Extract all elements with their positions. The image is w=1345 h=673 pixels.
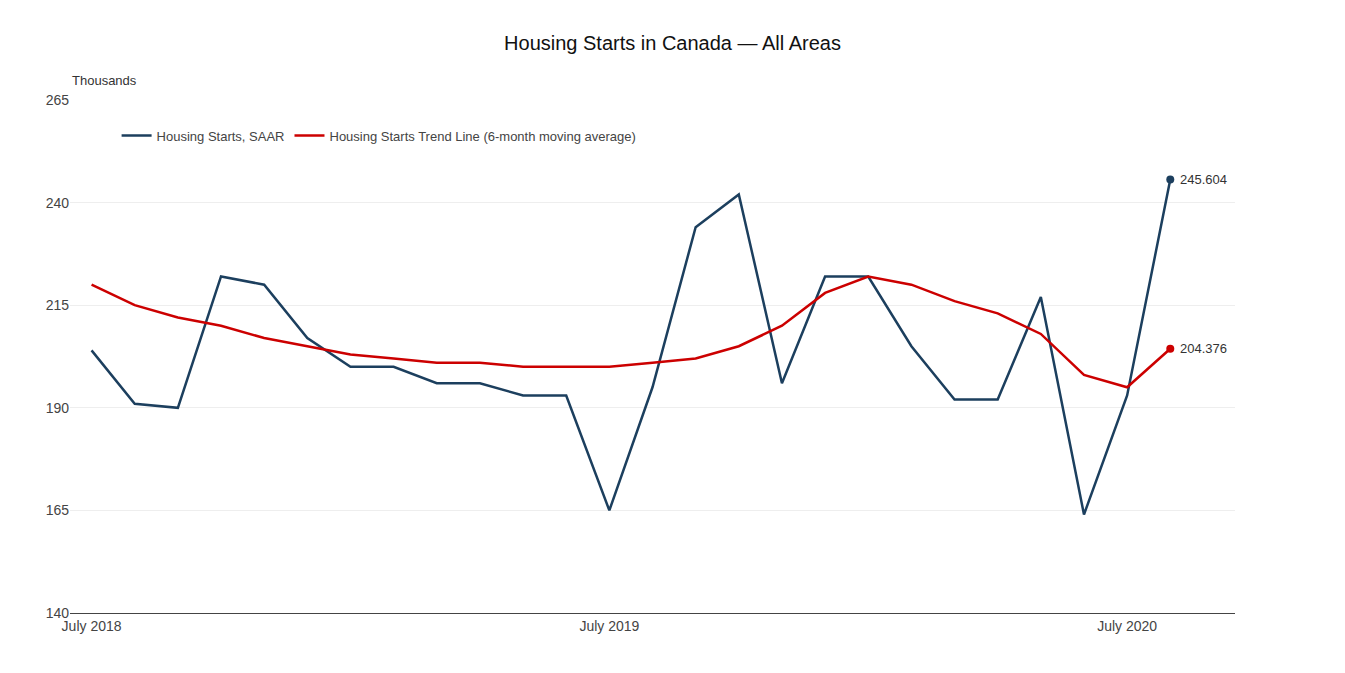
svg-text:Housing Starts Trend Line (6-m: Housing Starts Trend Line (6-month movin… xyxy=(329,129,635,144)
svg-text:204.376: 204.376 xyxy=(1180,341,1227,356)
svg-text:Housing Starts in Canada — All: Housing Starts in Canada — All Areas xyxy=(504,32,841,54)
svg-text:190: 190 xyxy=(46,400,70,416)
svg-text:245.604: 245.604 xyxy=(1180,172,1227,187)
svg-text:Thousands: Thousands xyxy=(72,73,137,88)
svg-text:July 2020: July 2020 xyxy=(1097,618,1157,634)
svg-text:165: 165 xyxy=(46,502,70,518)
svg-text:Housing Starts, SAAR: Housing Starts, SAAR xyxy=(157,129,285,144)
svg-text:140: 140 xyxy=(46,605,70,621)
svg-text:215: 215 xyxy=(46,297,70,313)
svg-text:240: 240 xyxy=(46,195,70,211)
svg-text:July 2019: July 2019 xyxy=(579,618,639,634)
svg-text:July 2018: July 2018 xyxy=(62,618,122,634)
svg-text:265: 265 xyxy=(46,92,70,108)
